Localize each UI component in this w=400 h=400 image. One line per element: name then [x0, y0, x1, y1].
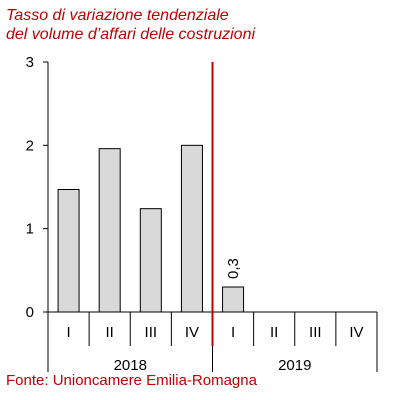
y-tick-label: 1 [26, 221, 34, 238]
x-category-label: I [231, 324, 235, 341]
x-group-label: 2019 [278, 357, 311, 374]
y-tick-label: 2 [26, 137, 34, 154]
y-tick-label: 3 [26, 54, 34, 71]
bar [180, 144, 203, 313]
chart-title-line-2: del volume d’affari delle costruzioni [6, 26, 256, 43]
x-group-label: 2018 [114, 357, 147, 374]
chart-source: Fonte: Unioncamere Emilia-Romagna [6, 372, 257, 389]
chart-title: Tasso di variazione tendenziale del volu… [6, 6, 396, 44]
y-tick-label: 0 [26, 304, 34, 321]
x-category-label: II [106, 324, 114, 341]
bar [57, 189, 80, 313]
x-category-label: III [309, 324, 322, 341]
x-category-label: I [66, 324, 70, 341]
x-category-label: IV [349, 324, 363, 341]
x-category-label: II [270, 324, 278, 341]
bar [222, 286, 245, 313]
bar [98, 148, 121, 313]
data-label: 0,3 [225, 258, 242, 279]
x-category-label: IV [185, 324, 199, 341]
x-category-label: III [145, 324, 158, 341]
chart-title-line-1: Tasso di variazione tendenziale [6, 7, 229, 24]
bar [139, 208, 162, 313]
